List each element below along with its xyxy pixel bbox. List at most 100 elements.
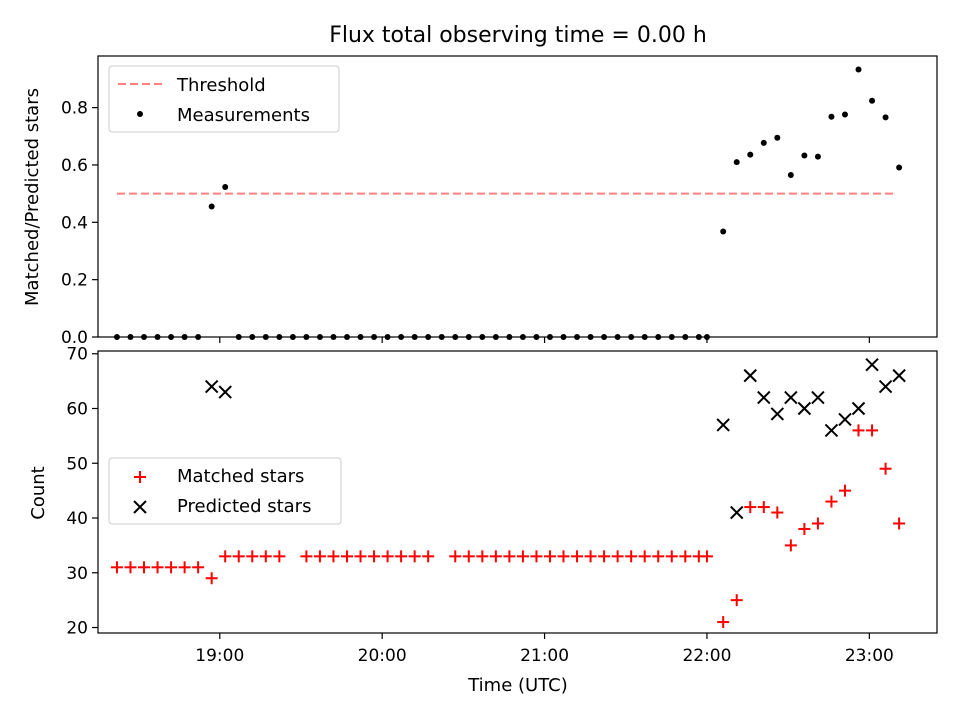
matched-star-point xyxy=(638,550,651,563)
top-y-tick-label: 0.2 xyxy=(61,271,88,291)
measurement-point xyxy=(733,159,740,166)
predicted-star-point xyxy=(770,407,785,421)
predicted-star-point xyxy=(730,505,744,520)
measurement-point xyxy=(587,334,594,340)
measurement-point xyxy=(181,334,188,340)
matched-star-point xyxy=(462,550,475,563)
legend-matched-swatch xyxy=(134,471,146,483)
predicted-star-point xyxy=(743,368,757,383)
matched-star-point xyxy=(449,550,462,563)
matched-star-point xyxy=(192,561,205,574)
ratio-panel: Flux total observing time = 0.00 h 0.00.… xyxy=(22,23,938,348)
matched-star-point xyxy=(700,550,713,563)
matched-star-point xyxy=(717,616,730,629)
matched-star-point xyxy=(744,501,757,514)
measurement-point xyxy=(560,334,567,340)
matched-star-point xyxy=(300,550,313,563)
matched-star-point xyxy=(516,550,529,563)
matched-star-point xyxy=(757,501,770,514)
measurement-point xyxy=(695,334,702,340)
top-y-tick-label: 0.4 xyxy=(61,213,88,233)
bottom-y-tick-label: 30 xyxy=(66,564,88,584)
matched-star-point xyxy=(219,550,232,563)
x-axis-label: Time (UTC) xyxy=(467,675,568,696)
matched-star-point xyxy=(354,550,367,563)
measurement-point xyxy=(492,334,499,340)
measurement-point xyxy=(289,334,296,340)
measurement-point xyxy=(343,334,350,340)
measurement-point xyxy=(222,184,229,191)
bottom-y-tick-label: 60 xyxy=(66,399,88,419)
measurement-point xyxy=(452,334,459,340)
matched-star-point xyxy=(178,561,191,574)
measurement-point xyxy=(168,334,175,340)
top-y-tick-label: 0.6 xyxy=(61,156,88,176)
measurement-point xyxy=(398,334,405,340)
measurement-point xyxy=(276,334,283,340)
matched-star-point xyxy=(408,550,421,563)
measurement-point xyxy=(330,334,337,340)
measurement-point xyxy=(574,334,581,340)
bottom-y-axis-label: Count xyxy=(28,466,49,519)
measurement-point xyxy=(316,334,323,340)
bottom-x-tick-label: 20:00 xyxy=(358,646,407,666)
top-plot-marks xyxy=(113,66,903,340)
measurement-point xyxy=(774,134,781,141)
measurement-point xyxy=(262,334,269,340)
measurement-point xyxy=(601,334,608,340)
top-y-tick-label: 0.8 xyxy=(61,99,88,119)
measurement-point xyxy=(628,334,635,340)
predicted-star-point xyxy=(851,401,866,416)
matched-star-point xyxy=(151,561,164,574)
bottom-legend-box xyxy=(108,457,342,525)
measurement-point xyxy=(787,171,794,178)
predicted-star-point xyxy=(204,379,219,394)
matched-star-point xyxy=(611,550,624,563)
matched-star-point xyxy=(503,550,516,563)
matched-star-point xyxy=(543,550,556,563)
matched-star-point xyxy=(798,522,811,535)
matched-star-point xyxy=(530,550,543,563)
matched-star-point xyxy=(784,539,797,552)
chart-title: Flux total observing time = 0.00 h xyxy=(329,23,707,48)
matched-star-point xyxy=(165,561,178,574)
measurement-point xyxy=(479,334,486,340)
measurement-point xyxy=(357,334,364,340)
top-legend: Threshold Measurements xyxy=(108,65,340,133)
bottom-plot-marks xyxy=(110,357,906,629)
matched-star-point xyxy=(422,550,435,563)
measurement-point xyxy=(154,334,161,340)
top-y-ticks: 0.0 0.2 0.4 0.6 0.8 xyxy=(61,99,98,348)
matched-star-point xyxy=(730,594,743,607)
matched-star-point xyxy=(625,550,638,563)
measurement-point xyxy=(682,334,689,340)
matched-star-point xyxy=(124,561,137,574)
matched-star-point xyxy=(557,550,570,563)
measurement-point xyxy=(235,334,242,340)
matched-star-point xyxy=(489,550,502,563)
bottom-y-ticks: 20 30 40 50 60 70 xyxy=(66,345,98,639)
matched-star-point xyxy=(893,517,906,530)
measurement-point xyxy=(506,334,513,340)
measurement-point xyxy=(546,334,553,340)
bottom-y-tick-label: 70 xyxy=(66,345,88,365)
predicted-star-point xyxy=(865,357,879,372)
legend-matched-label: Matched stars xyxy=(177,466,304,487)
matched-star-point xyxy=(138,561,151,574)
measurement-point xyxy=(882,114,889,121)
measurement-point xyxy=(411,334,418,340)
matched-star-point xyxy=(232,550,245,563)
matched-star-point xyxy=(811,517,824,530)
predicted-star-point xyxy=(716,418,730,432)
measurement-point xyxy=(384,334,391,340)
matched-star-point xyxy=(652,550,665,563)
matched-star-point xyxy=(395,550,408,563)
matched-star-point xyxy=(852,424,865,437)
matched-star-point xyxy=(771,506,784,519)
measurement-point xyxy=(141,334,148,340)
measurement-point xyxy=(703,334,710,340)
predicted-star-point xyxy=(878,379,893,394)
bottom-x-tick-label: 23:00 xyxy=(845,646,894,666)
matched-star-point xyxy=(340,550,353,563)
top-y-axis-label: Matched/Predicted stars xyxy=(22,88,43,306)
